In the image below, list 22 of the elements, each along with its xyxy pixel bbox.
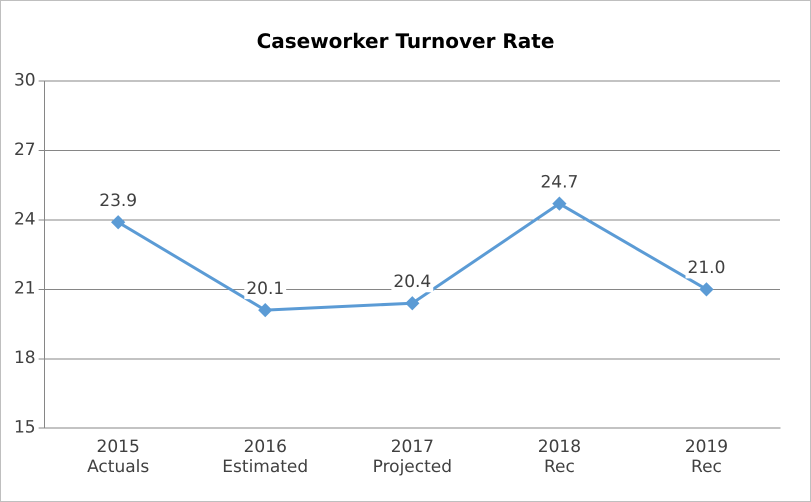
point [112,216,125,229]
point [258,304,272,317]
y-tick-label: 30 [14,70,36,90]
point [552,197,566,210]
y-tick-label: 27 [14,140,36,160]
x-tick-label: 2019 Rec [684,436,728,478]
y-tick-label: 15 [14,418,36,438]
x-tick-label: 2015 Actuals [87,436,150,478]
data-label: 21.0 [688,258,726,278]
point [406,296,419,310]
y-tick-label: 24 [14,209,36,230]
data-label: 20.4 [393,272,432,292]
data-label: 20.1 [246,279,284,300]
x-tick-label: 2016 Estimated [222,436,308,478]
data-label: 23.9 [99,191,138,212]
chart-title: Caseworker Turnover Rate [256,29,556,53]
point [700,282,713,296]
data-label: 24.7 [540,172,578,193]
x-tick-label: 2018 Rec [538,436,582,478]
y-tick-label: 18 [14,348,36,368]
y-tick-label: 21 [14,278,36,299]
x-tick-label: 2017 Projected [372,436,452,478]
